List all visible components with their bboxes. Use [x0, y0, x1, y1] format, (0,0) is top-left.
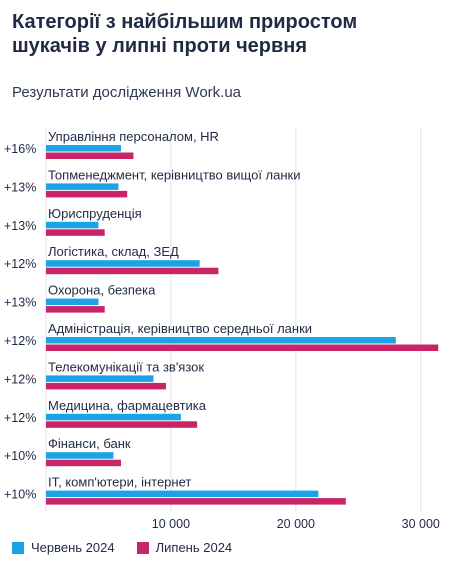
x-tick-label: 30 000 [402, 517, 440, 531]
legend-item-july: Липень 2024 [136, 540, 233, 555]
bar-june [46, 260, 200, 267]
legend-swatch-june [12, 541, 24, 554]
growth-label: +10% [4, 488, 36, 502]
growth-label: +10% [4, 449, 36, 463]
bar-june [46, 298, 99, 306]
growth-label: +12% [4, 372, 36, 386]
category-label: Логістика, склад, ЗЕД [48, 244, 179, 259]
growth-label: +12% [4, 411, 36, 425]
bar-june [46, 375, 154, 382]
bar-july [46, 306, 105, 313]
category-label: Фінанси, банк [48, 436, 131, 451]
category-label: Адміністрація, керівництво середньої лан… [48, 321, 312, 336]
bar-july [46, 459, 121, 467]
growth-label: +13% [4, 219, 36, 233]
bar-june [46, 490, 319, 498]
bar-june [46, 413, 181, 421]
category-label: Медицина, фармацевтика [48, 398, 207, 413]
bar-june [46, 183, 119, 190]
growth-label: +13% [4, 296, 36, 310]
growth-label: +12% [4, 334, 36, 348]
bar-june [46, 337, 396, 344]
growth-label: +13% [4, 180, 36, 194]
bar-june [46, 452, 114, 459]
category-label: Телекомунікації та зв'язок [48, 359, 204, 374]
x-tick-label: 10 000 [152, 517, 190, 531]
bar-july [46, 267, 219, 275]
category-label: Юриспруденція [48, 206, 142, 221]
category-label: Управління персоналом, HR [48, 129, 219, 144]
bar-july [46, 229, 105, 236]
category-label: Топменеджмент, керівництво вищої ланки [48, 167, 301, 182]
legend-item-june: Червень 2024 [12, 540, 115, 555]
x-tick-label: 20 000 [277, 517, 315, 531]
bar-july [46, 152, 134, 159]
bar-july [46, 382, 166, 390]
legend-label-june: Червень 2024 [31, 540, 115, 555]
chart-legend: Червень 2024 Липень 2024 [12, 540, 232, 555]
growth-label: +12% [4, 257, 36, 271]
bar-chart: Управління персоналом, HR +16% Топменеджме… [4, 128, 440, 531]
bar-june [46, 145, 121, 152]
category-label: Охорона, безпека [48, 283, 156, 298]
bar-july [46, 498, 346, 505]
bar-july [46, 344, 439, 351]
growth-label: +16% [4, 142, 36, 156]
bar-june [46, 221, 99, 229]
bar-july [46, 421, 198, 428]
legend-label-july: Липень 2024 [155, 540, 233, 555]
chart-title-line-1: Категорії з найбільшим приростом [12, 11, 358, 33]
legend-swatch-july [136, 541, 149, 554]
chart-title: Категорії з найбільшим приростом шукачів… [12, 10, 452, 58]
chart-subtitle: Результати дослідження Work.ua [12, 84, 242, 101]
bar-july [46, 190, 128, 198]
category-label: ІТ, комп'ютери, інтернет [48, 475, 191, 490]
chart-title-line-2: шукачів у липні проти червня [12, 35, 308, 57]
